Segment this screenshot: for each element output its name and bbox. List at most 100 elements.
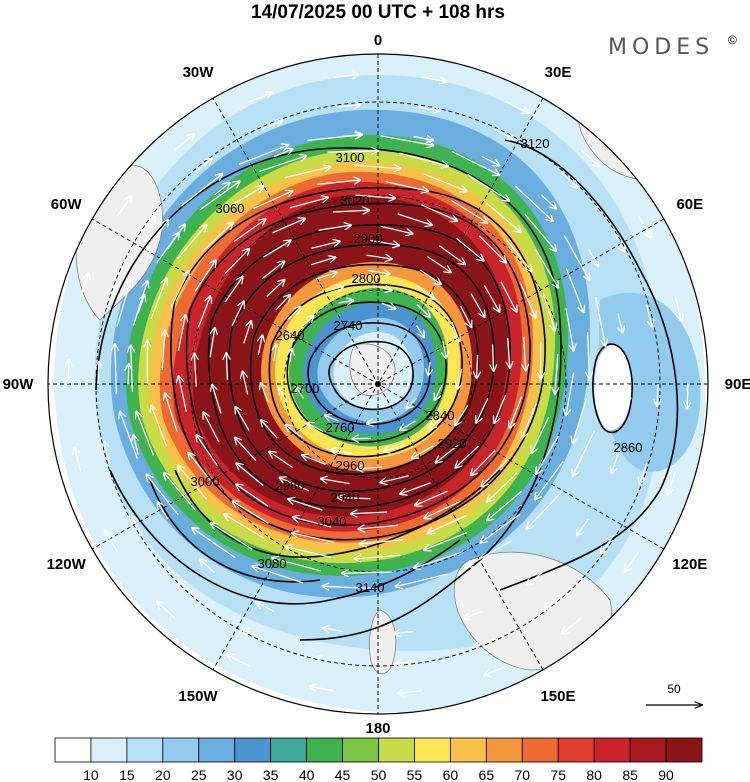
wind-arrow bbox=[224, 514, 264, 539]
wind-arrow bbox=[231, 301, 244, 326]
svg-text:©: © bbox=[728, 33, 737, 47]
wind-arrow bbox=[213, 183, 230, 196]
wind-arrow bbox=[400, 482, 431, 494]
wind-arrow bbox=[200, 559, 215, 574]
reference-vector: 50 bbox=[646, 682, 702, 705]
contour-label: 3080 bbox=[258, 556, 287, 571]
wind-arrow bbox=[367, 421, 382, 424]
wind-arrow bbox=[455, 404, 469, 425]
wind-arrow bbox=[323, 628, 343, 632]
wind-arrow bbox=[266, 280, 285, 297]
wind-arrow bbox=[613, 232, 625, 252]
wind-arrow bbox=[506, 101, 529, 113]
wind-arrow bbox=[284, 167, 331, 179]
contour-label: 2940 bbox=[331, 490, 360, 505]
wind-arrow bbox=[470, 293, 485, 318]
wind-arrow bbox=[285, 425, 303, 439]
wind-arrow bbox=[355, 195, 395, 198]
contour-2840 bbox=[268, 283, 463, 458]
wind-arrow bbox=[202, 222, 233, 252]
wind-arrow bbox=[542, 292, 555, 330]
wind-arrow bbox=[75, 447, 82, 472]
colorbar-swatch bbox=[629, 737, 667, 763]
contour-label: 2960 bbox=[336, 458, 365, 473]
wind-arrow bbox=[261, 383, 269, 403]
wind-arrow bbox=[456, 237, 484, 261]
wind-arrow bbox=[296, 387, 304, 399]
colorbar-swatch bbox=[198, 737, 236, 763]
wind-arrow bbox=[235, 407, 250, 431]
colorbar-tick-label: 30 bbox=[227, 767, 243, 782]
wind-arrow bbox=[535, 460, 564, 500]
colorbar: 10 15 20 25 30 35 40 45 50 55 60 65 70 75 80 85 90 bbox=[54, 737, 703, 782]
wind-arrow bbox=[164, 473, 196, 511]
wind-arrow bbox=[463, 610, 483, 619]
svg-text:MODES: MODES bbox=[608, 35, 714, 60]
wind-arrow bbox=[487, 472, 518, 502]
wind-arrow bbox=[541, 194, 557, 209]
longitude-label: 120W bbox=[47, 556, 87, 573]
wind-arrow bbox=[321, 479, 350, 485]
wind-arrow bbox=[238, 145, 289, 166]
wind-arrow bbox=[435, 384, 443, 401]
wind-arrow bbox=[105, 530, 118, 552]
wind-arrow bbox=[288, 499, 323, 511]
contour-label: 3040 bbox=[318, 514, 347, 529]
colorbar-swatch bbox=[665, 737, 703, 763]
wind-arrow bbox=[258, 156, 307, 173]
wind-arrow bbox=[520, 283, 536, 318]
wind-arrow bbox=[477, 354, 478, 378]
contour-label: 3140 bbox=[356, 580, 385, 595]
contour-label: 2840 bbox=[426, 408, 455, 423]
colorbar-swatch bbox=[485, 737, 523, 763]
wind-arrow bbox=[494, 394, 507, 423]
wind-arrow bbox=[411, 445, 434, 459]
wind-arrow bbox=[531, 416, 550, 454]
longitude-labels: 0 30E 60E 90E 120E 150E 180 150W 120W 90W 60W 30W bbox=[3, 32, 750, 737]
contour-label: 3120 bbox=[521, 136, 550, 151]
contour-2920 bbox=[228, 243, 495, 493]
wind-arrow bbox=[275, 295, 291, 311]
wind-arrow bbox=[417, 285, 435, 299]
wind-arrow bbox=[527, 491, 563, 530]
wind-arrow bbox=[197, 296, 210, 328]
wind-arrow bbox=[310, 257, 336, 266]
wind-arrow bbox=[285, 547, 331, 558]
wind-arrow bbox=[272, 558, 321, 572]
wind-arrow bbox=[342, 572, 393, 573]
longitude-label: 150W bbox=[178, 688, 218, 705]
wind-arrow bbox=[116, 196, 131, 217]
wind-arrow bbox=[580, 149, 599, 167]
wind-arrow bbox=[522, 403, 537, 438]
wind-arrow bbox=[177, 315, 185, 351]
wind-arrow bbox=[428, 361, 430, 376]
wind-arrow bbox=[416, 325, 425, 338]
wind-arrow bbox=[535, 249, 558, 288]
wind-arrow bbox=[302, 455, 326, 466]
colorbar-swatch bbox=[270, 737, 308, 763]
wind-arrow bbox=[274, 344, 276, 361]
longitude-label: 150E bbox=[540, 688, 575, 705]
wind-arrow bbox=[406, 397, 418, 408]
wind-arrow bbox=[342, 135, 362, 137]
wind-arrow bbox=[68, 359, 69, 385]
land-antarctica-edge bbox=[349, 343, 396, 396]
longitude-label: 30E bbox=[545, 64, 572, 81]
longitude-label: 60E bbox=[676, 196, 703, 213]
colorbar-swatch bbox=[449, 737, 487, 763]
wind-arrow bbox=[116, 278, 131, 327]
colorbar-swatch bbox=[414, 737, 451, 763]
wind-arrow bbox=[131, 516, 143, 536]
wind-arrow bbox=[353, 165, 401, 169]
wind-arrow bbox=[322, 586, 377, 588]
wind-arrow bbox=[178, 580, 196, 597]
wind-arrow bbox=[544, 595, 562, 610]
wind-arrow bbox=[242, 629, 262, 640]
wind-arrow bbox=[199, 181, 240, 211]
wind-arrow bbox=[133, 435, 138, 455]
wind-arrow bbox=[565, 308, 574, 351]
contour-label: 3000 bbox=[191, 474, 220, 489]
wind-arrow bbox=[332, 210, 369, 212]
colorbar-tick-label: 20 bbox=[155, 767, 171, 782]
wind-arrow bbox=[505, 238, 532, 271]
